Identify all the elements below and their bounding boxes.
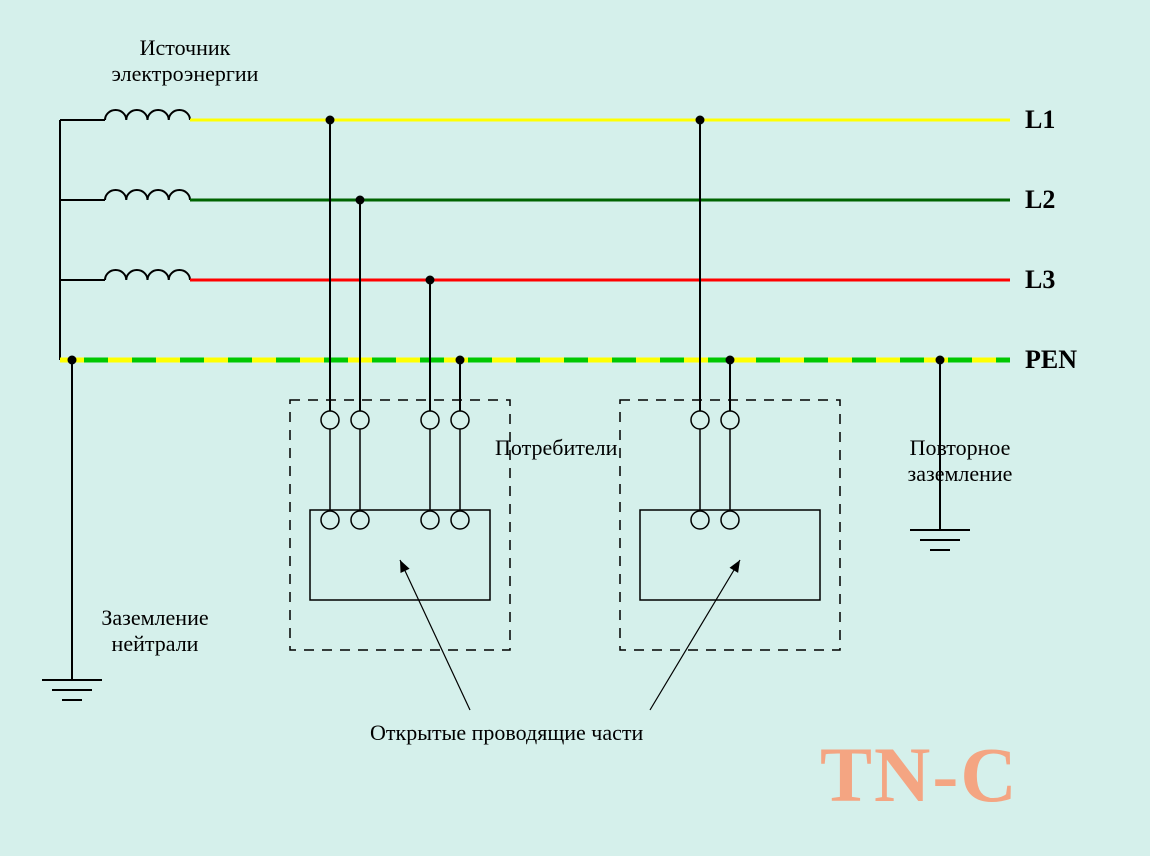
label-consumers: Потребители [495,435,617,461]
line-label-pen: PEN [1025,345,1077,375]
label-source: Источник электроэнергии [95,35,275,87]
line-label-l1: L1 [1025,105,1055,135]
label-open-parts: Открытые проводящие части [370,720,643,746]
line-label-l3: L3 [1025,265,1055,295]
line-label-l2: L2 [1025,185,1055,215]
label-repeat-ground: Повторное заземление [890,435,1030,487]
diagram-title: TN-C [820,730,1019,820]
label-neutral-ground: Заземление нейтрали [85,605,225,657]
